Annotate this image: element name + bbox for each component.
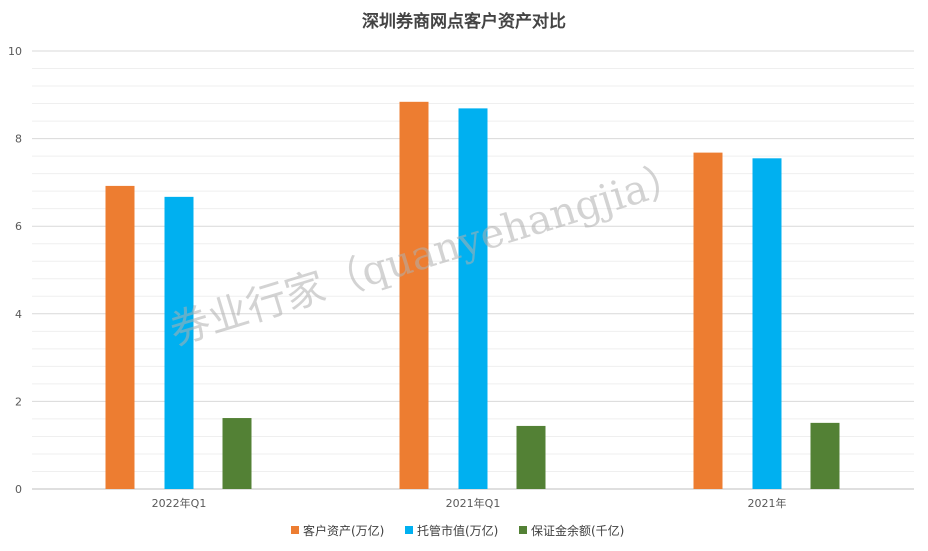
x-tick-label: 2021年 [748, 496, 787, 510]
y-tick-label: 4 [15, 308, 22, 321]
bar [810, 422, 840, 489]
y-axis-ticks: 0 2 4 6 8 10 [8, 45, 22, 496]
x-axis-labels: 2022年Q1 2021年Q1 2021年 [152, 496, 787, 510]
bar [399, 101, 429, 490]
bar [516, 425, 546, 489]
legend-swatch [291, 526, 299, 534]
y-tick-label: 2 [15, 395, 22, 408]
bar [693, 152, 723, 489]
x-tick-label: 2021年Q1 [446, 496, 501, 510]
bar [105, 185, 135, 490]
legend: 客户资产(万亿) 托管市值(万亿) 保证金余额(千亿) [291, 523, 624, 538]
y-tick-label: 6 [15, 220, 22, 233]
bar [222, 418, 252, 489]
y-tick-label: 10 [8, 45, 22, 58]
x-tick-label: 2022年Q1 [152, 496, 207, 510]
bars [105, 101, 840, 490]
y-tick-label: 0 [15, 483, 22, 496]
bar [164, 196, 194, 489]
bar [458, 108, 488, 490]
legend-swatch [405, 526, 413, 534]
y-tick-label: 8 [15, 133, 22, 146]
chart-title: 深圳券商网点客户资产对比 [362, 11, 566, 32]
bar [752, 158, 782, 489]
legend-label: 托管市值(万亿) [417, 523, 498, 538]
legend-label: 客户资产(万亿) [303, 523, 384, 538]
legend-label: 保证金余额(千亿) [531, 523, 624, 538]
legend-swatch [519, 526, 527, 534]
